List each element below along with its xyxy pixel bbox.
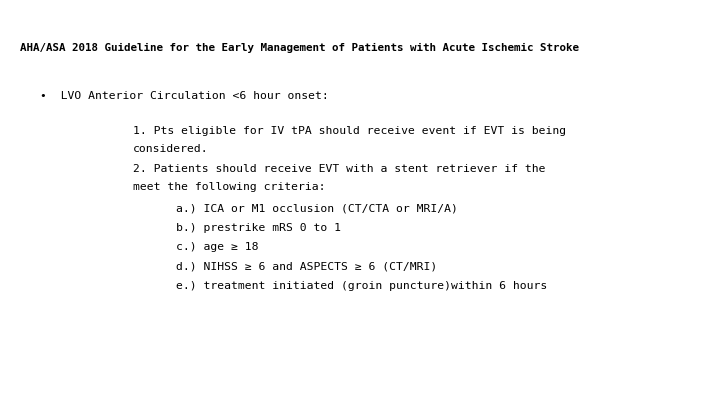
- Text: meet the following criteria:: meet the following criteria:: [133, 182, 325, 192]
- Text: •  LVO Anterior Circulation <6 hour onset:: • LVO Anterior Circulation <6 hour onset…: [40, 91, 328, 101]
- Text: e.) treatment initiated (groin puncture)within 6 hours: e.) treatment initiated (groin puncture)…: [176, 281, 548, 291]
- Text: considered.: considered.: [133, 144, 209, 154]
- Text: 1. Pts eligible for IV tPA should receive event if EVT is being: 1. Pts eligible for IV tPA should receiv…: [133, 126, 567, 136]
- Text: c.) age ≥ 18: c.) age ≥ 18: [176, 242, 259, 252]
- Text: a.) ICA or M1 occlusion (CT/CTA or MRI/A): a.) ICA or M1 occlusion (CT/CTA or MRI/A…: [176, 203, 458, 213]
- Text: AHA/ASA 2018 Guideline for the Early Management of Patients with Acute Ischemic : AHA/ASA 2018 Guideline for the Early Man…: [20, 43, 579, 53]
- Text: d.) NIHSS ≥ 6 and ASPECTS ≥ 6 (CT/MRI): d.) NIHSS ≥ 6 and ASPECTS ≥ 6 (CT/MRI): [176, 262, 438, 272]
- Text: b.) prestrike mRS 0 to 1: b.) prestrike mRS 0 to 1: [176, 223, 341, 233]
- Text: 2. Patients should receive EVT with a stent retriever if the: 2. Patients should receive EVT with a st…: [133, 164, 546, 174]
